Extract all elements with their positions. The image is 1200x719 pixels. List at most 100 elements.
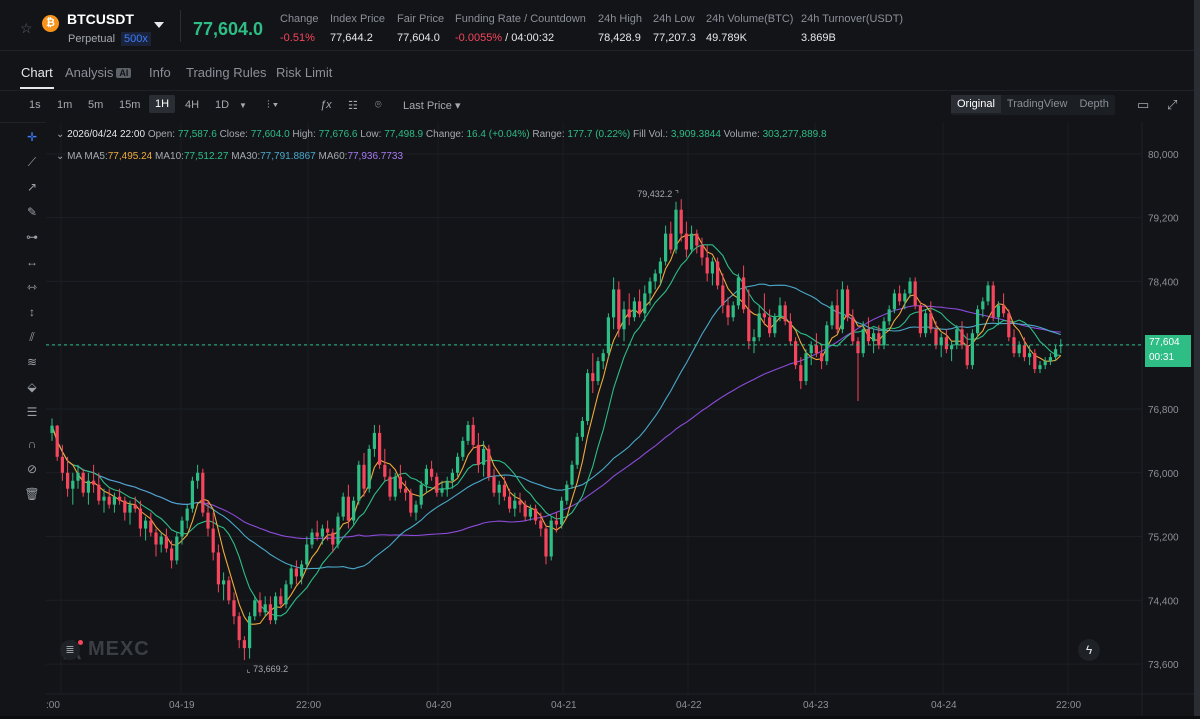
candle-body [221,580,226,585]
candle [107,488,111,509]
interval-1d[interactable]: 1D [215,99,230,111]
candle [601,349,605,370]
x-tick-label: 22:00 [296,700,321,711]
candle [767,309,772,338]
candle-body [710,261,715,274]
layout-icon[interactable]: ▭ [1137,97,1150,112]
vertical-line-icon[interactable]: ↕ [29,305,35,319]
fullscreen-icon[interactable]: ⤢ [1167,97,1178,112]
candle [268,596,273,625]
candle [175,532,179,565]
magnet-icon[interactable]: ∩ [27,437,37,451]
trend-line-icon[interactable]: ⟋ [27,155,37,169]
parallel-channel-icon[interactable]: ⫽ [29,330,35,344]
tab-trading-rules[interactable]: Trading Rules [186,65,267,80]
candle-body [154,532,158,545]
horizontal-line-icon[interactable]: ⊶ [26,230,38,244]
candle [50,418,54,441]
view-depth[interactable]: Depth [1079,98,1109,110]
candle [986,281,990,306]
funding-countdown: / 04:00:32 [505,32,555,44]
candle-body [315,532,319,537]
symbol-name[interactable]: BTCUSDT [67,11,134,27]
candle-body [268,604,273,621]
view-tradingview[interactable]: TradingView [1006,98,1068,110]
indicators-icon[interactable]: ƒx [320,99,332,111]
candle [414,500,418,521]
screenshot-icon[interactable]: ⌾ [375,99,382,111]
candle [487,444,491,481]
chart-svg[interactable]: 80,000 79,200 78,400 76,800 76,000 75,200 74,4… [46,122,1194,716]
ray-icon[interactable]: ↗ [26,180,38,194]
candle-body [195,472,200,481]
candle-body [689,233,694,250]
candle [830,301,834,330]
candle-body [814,345,819,354]
candle-body [357,464,361,501]
leverage-badge[interactable]: 500x [121,32,151,46]
pattern-icon[interactable]: ⬙ [27,380,37,394]
candle [299,560,304,585]
candle-body [159,536,163,545]
candle-body [476,444,481,465]
candle [1027,345,1032,366]
candle-body [991,285,995,318]
interval-1h[interactable]: 1H [149,95,176,113]
symbol-dropdown-icon[interactable] [154,22,164,28]
candlestick-chart[interactable]: 80,000 79,200 78,400 76,800 76,000 75,200 74,4… [46,122,1194,716]
candle [206,500,210,537]
horizontal-ray-icon[interactable]: ↔ [26,255,38,269]
candle [528,504,533,521]
candle [877,325,881,350]
price-type-label: Last Price [403,100,452,112]
candle [201,468,205,517]
ma-legend-collapse-icon[interactable]: ⌄ [56,151,65,162]
candle-body [190,480,195,509]
candle-body [237,616,241,641]
candle-body [377,432,382,465]
candle-body [544,528,548,557]
price-type-select[interactable]: Last Price ▾ [403,100,461,112]
candle [617,281,621,338]
measure-icon[interactable]: ☰ [26,405,38,419]
candle-body [778,305,782,318]
tab-info[interactable]: Info [149,65,171,80]
candle-body [580,420,585,437]
interval-1m[interactable]: 1m [57,99,73,111]
delete-drawings-icon[interactable]: 🗑 [24,487,40,501]
ma-legend: ⌄ MA MA5:77,495.24 MA10:77,512.27 MA30:7… [56,151,403,162]
candle [398,464,403,493]
candle-body [180,520,184,537]
candle-body [996,305,1001,318]
quick-trade-icon[interactable]: ϟ [1078,639,1100,661]
candle [377,424,382,469]
more-intervals-icon[interactable]: ▼ [239,101,247,110]
interval-4h[interactable]: 4H [185,99,200,111]
templates-icon[interactable]: ☷ [348,100,358,112]
candle [424,464,429,493]
candle [591,353,595,394]
price-line-icon[interactable]: ⇿ [26,280,38,294]
candle-type-icon[interactable]: ⫶ ▾ [267,99,279,111]
tab-chart[interactable]: Chart [21,65,53,80]
candle-body [658,261,663,274]
candle-body [149,520,153,533]
favorite-star-icon[interactable]: ☆ [20,20,33,36]
interval-5m[interactable]: 5m [88,99,104,111]
candle [481,440,486,477]
brush-icon[interactable]: ✎ [26,205,38,219]
notes-icon[interactable]: ≣ [60,640,80,660]
candle-body [627,309,631,318]
legend-collapse-icon[interactable]: ⌄ [56,129,65,140]
candle [466,420,470,445]
tab-risk-limit[interactable]: Risk Limit [276,65,333,80]
hide-drawings-icon[interactable]: ⊘ [26,462,38,476]
fibonacci-icon[interactable]: ≋ [26,355,38,369]
crosshair-icon[interactable]: ✛ [26,130,38,144]
view-original[interactable]: Original [951,95,1001,113]
tab-analysis[interactable]: Analysis AI [65,65,132,80]
current-price-tag: 77,604 00:31 [1145,335,1191,367]
interval-15m[interactable]: 15m [119,99,141,111]
candle-body [227,580,231,601]
interval-1s[interactable]: 1s [29,99,41,111]
